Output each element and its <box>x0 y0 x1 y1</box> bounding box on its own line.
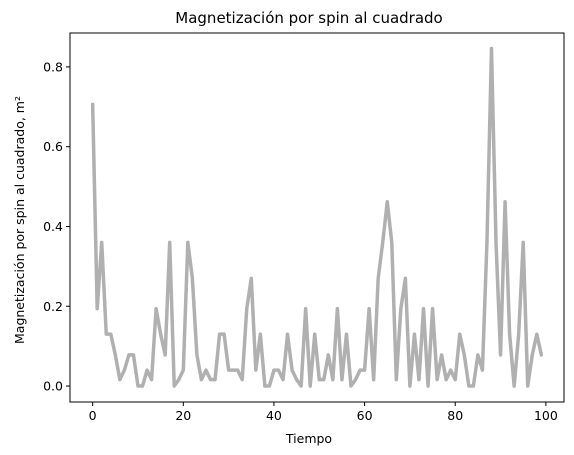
x-tick-label: 40 <box>266 408 282 423</box>
y-tick-label: 0.6 <box>43 139 63 154</box>
y-axis-label: Magnetización por spin al cuadrado, m² <box>12 96 27 344</box>
series-line-0 <box>90 46 544 388</box>
x-axis-label: Tiempo <box>285 431 332 446</box>
x-tick-label: 100 <box>534 408 558 423</box>
chart-title: Magnetización por spin al cuadrado <box>175 9 442 27</box>
y-tick-label: 0.4 <box>43 219 63 234</box>
x-tick-label: 20 <box>175 408 191 423</box>
x-tick-label: 0 <box>89 408 97 423</box>
series-layer <box>90 46 544 388</box>
y-tick-label: 0.8 <box>43 59 63 74</box>
x-tick-label: 80 <box>447 408 463 423</box>
axes-layer: 0 20 40 60 80 100 0.0 0.2 0.4 0.6 0.8 <box>43 32 565 423</box>
y-tick-label: 0.2 <box>43 299 63 314</box>
x-tick-label: 60 <box>357 408 373 423</box>
y-tick-label: 0.0 <box>43 379 63 394</box>
plot-frame <box>69 32 565 403</box>
